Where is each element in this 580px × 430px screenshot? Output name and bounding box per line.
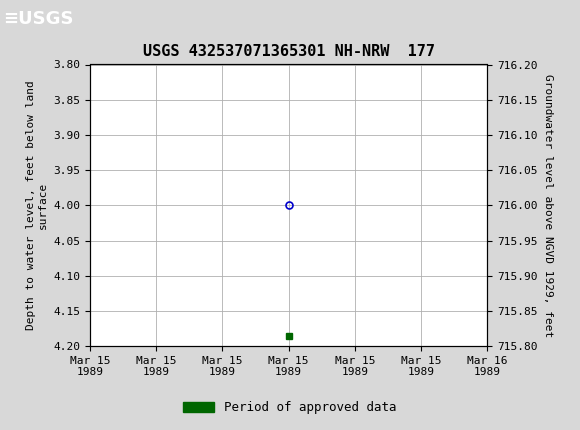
Text: ≡USGS: ≡USGS bbox=[3, 10, 74, 28]
Legend: Period of approved data: Period of approved data bbox=[178, 396, 402, 419]
Y-axis label: Depth to water level, feet below land
surface: Depth to water level, feet below land su… bbox=[26, 80, 48, 330]
Title: USGS 432537071365301 NH-NRW  177: USGS 432537071365301 NH-NRW 177 bbox=[143, 44, 434, 59]
Y-axis label: Groundwater level above NGVD 1929, feet: Groundwater level above NGVD 1929, feet bbox=[543, 74, 553, 337]
